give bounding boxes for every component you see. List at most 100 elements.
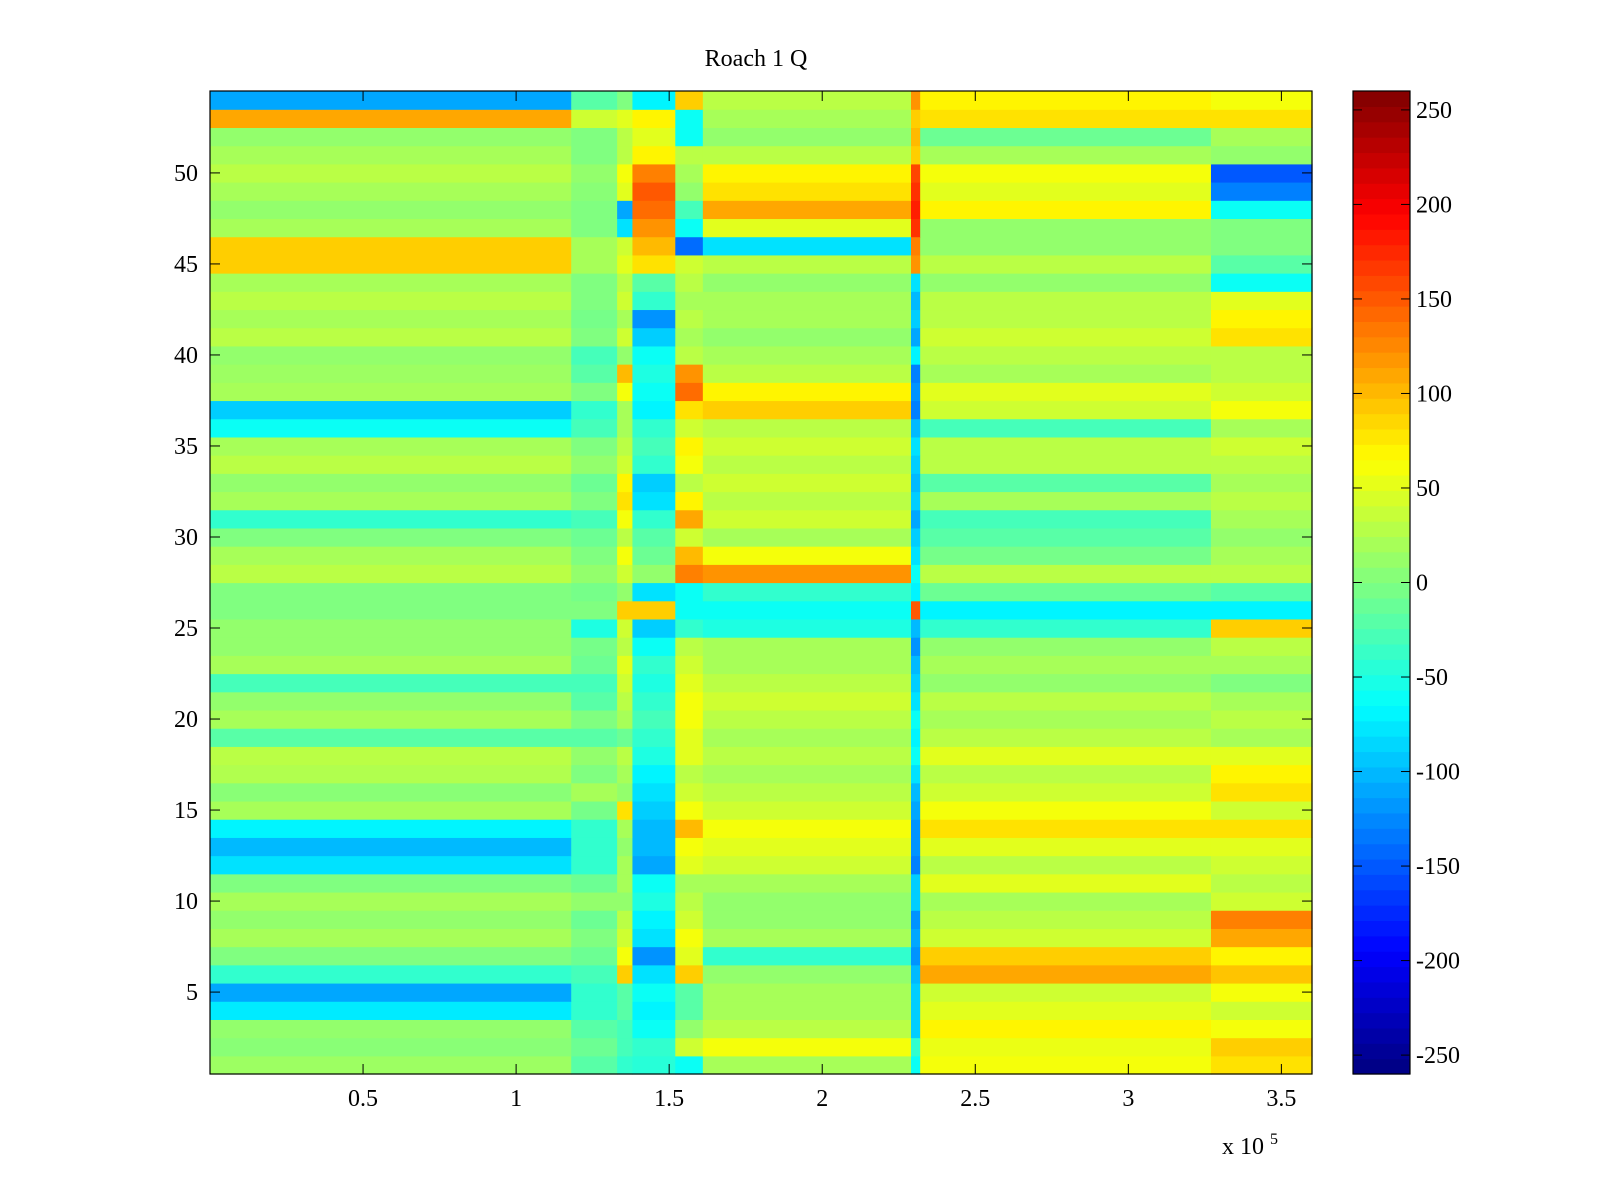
heatmap-cell bbox=[617, 546, 634, 565]
heatmap-cell bbox=[210, 418, 572, 438]
heatmap-cell bbox=[1210, 400, 1313, 420]
colorbar-swatch bbox=[1353, 183, 1410, 200]
heatmap-cell bbox=[632, 764, 676, 784]
heatmap-cell bbox=[1210, 564, 1313, 584]
heatmap-cell bbox=[571, 491, 618, 511]
heatmap-cell bbox=[632, 1001, 676, 1020]
heatmap-cell bbox=[920, 418, 1212, 438]
heatmap-cell bbox=[1210, 673, 1313, 693]
heatmap-cell bbox=[571, 964, 618, 984]
colorbar-tick-label: -150 bbox=[1416, 854, 1460, 880]
colorbar-swatch bbox=[1353, 935, 1410, 952]
heatmap-cell bbox=[675, 200, 704, 220]
colorbar-swatch bbox=[1353, 398, 1410, 415]
heatmap-cell bbox=[675, 1001, 704, 1020]
heatmap-cell bbox=[675, 855, 704, 875]
heatmap-cell bbox=[1210, 145, 1313, 165]
heatmap-cell bbox=[702, 436, 912, 456]
heatmap-cell bbox=[675, 655, 704, 675]
colorbar-swatch bbox=[1353, 889, 1410, 906]
heatmap-cell bbox=[571, 327, 618, 347]
heatmap-cell bbox=[210, 527, 572, 547]
heatmap-cell bbox=[675, 691, 704, 711]
heatmap-cell bbox=[920, 455, 1212, 474]
chart-title: Roach 1 Q bbox=[705, 46, 808, 72]
heatmap-cell bbox=[210, 691, 572, 711]
heatmap-cell bbox=[910, 418, 921, 438]
heatmap-cell bbox=[920, 891, 1212, 911]
heatmap-cell bbox=[210, 254, 572, 274]
heatmap-cell bbox=[1210, 273, 1313, 292]
heatmap-cell bbox=[702, 273, 912, 292]
heatmap-cell bbox=[920, 145, 1212, 165]
heatmap-cell bbox=[210, 509, 572, 529]
colorbar-swatch bbox=[1353, 690, 1410, 706]
heatmap-cell bbox=[617, 618, 634, 638]
heatmap-cell bbox=[702, 782, 912, 802]
heatmap-cell bbox=[571, 364, 618, 383]
heatmap-cell bbox=[632, 182, 676, 201]
colorbar-swatch bbox=[1353, 812, 1410, 829]
heatmap-cell bbox=[702, 309, 912, 329]
heatmap-cell bbox=[210, 1037, 572, 1057]
heatmap-cell bbox=[1210, 91, 1313, 110]
colorbar-swatch bbox=[1353, 167, 1410, 184]
heatmap-cell bbox=[1210, 200, 1313, 220]
colorbar-swatch bbox=[1353, 920, 1410, 937]
colorbar-tick-label: -200 bbox=[1416, 949, 1460, 975]
colorbar-swatch bbox=[1353, 951, 1410, 968]
heatmap-cell bbox=[920, 691, 1212, 711]
heatmap-cell bbox=[210, 964, 572, 984]
heatmap-cell bbox=[920, 345, 1212, 365]
heatmap-cell bbox=[1210, 509, 1313, 529]
colorbar-swatch bbox=[1353, 213, 1410, 230]
colorbar-swatch bbox=[1353, 259, 1410, 276]
heatmap-cell bbox=[617, 254, 634, 274]
heatmap-cell bbox=[632, 163, 676, 183]
heatmap-cell bbox=[910, 291, 921, 311]
heatmap-cell bbox=[910, 691, 921, 711]
heatmap-cell bbox=[1210, 364, 1313, 383]
heatmap-cell bbox=[632, 600, 676, 620]
heatmap-cell bbox=[910, 1037, 921, 1057]
heatmap-cell bbox=[632, 691, 676, 711]
colorbar bbox=[1353, 91, 1410, 1075]
heatmap-cell bbox=[910, 855, 921, 875]
heatmap-cell bbox=[210, 345, 572, 365]
y-tick-label: 45 bbox=[174, 252, 198, 278]
heatmap-cell bbox=[702, 382, 912, 402]
heatmap-cell bbox=[675, 637, 704, 656]
heatmap-cell bbox=[571, 873, 618, 893]
heatmap-cell bbox=[617, 691, 634, 711]
heatmap-cell bbox=[1210, 455, 1313, 474]
heatmap-cell bbox=[675, 709, 704, 729]
heatmap-cell bbox=[910, 655, 921, 675]
heatmap-cell bbox=[571, 582, 618, 602]
heatmap-cell bbox=[571, 382, 618, 402]
heatmap-cell bbox=[632, 273, 676, 292]
heatmap-cell bbox=[571, 655, 618, 675]
heatmap-cell bbox=[920, 728, 1212, 747]
heatmap-cell bbox=[920, 655, 1212, 675]
heatmap-cell bbox=[910, 746, 921, 766]
heatmap-cell bbox=[920, 910, 1212, 929]
colorbar-swatch bbox=[1353, 643, 1410, 660]
heatmap-cell bbox=[702, 673, 912, 693]
x-tick-label: 1 bbox=[510, 1086, 522, 1112]
heatmap-cell bbox=[702, 746, 912, 766]
heatmap-cell bbox=[920, 127, 1212, 147]
heatmap-cell bbox=[571, 564, 618, 584]
colorbar-swatch bbox=[1353, 828, 1410, 845]
heatmap-cell bbox=[617, 764, 634, 784]
heatmap-cell bbox=[675, 254, 704, 274]
heatmap-cell bbox=[571, 455, 618, 474]
colorbar-swatch bbox=[1353, 1058, 1410, 1075]
heatmap-cell bbox=[702, 455, 912, 474]
heatmap-cell bbox=[571, 345, 618, 365]
heatmap-cell bbox=[632, 345, 676, 365]
heatmap-cell bbox=[702, 400, 912, 420]
heatmap-cell bbox=[702, 691, 912, 711]
heatmap-cell bbox=[1210, 873, 1313, 893]
heatmap-cell bbox=[210, 837, 572, 857]
